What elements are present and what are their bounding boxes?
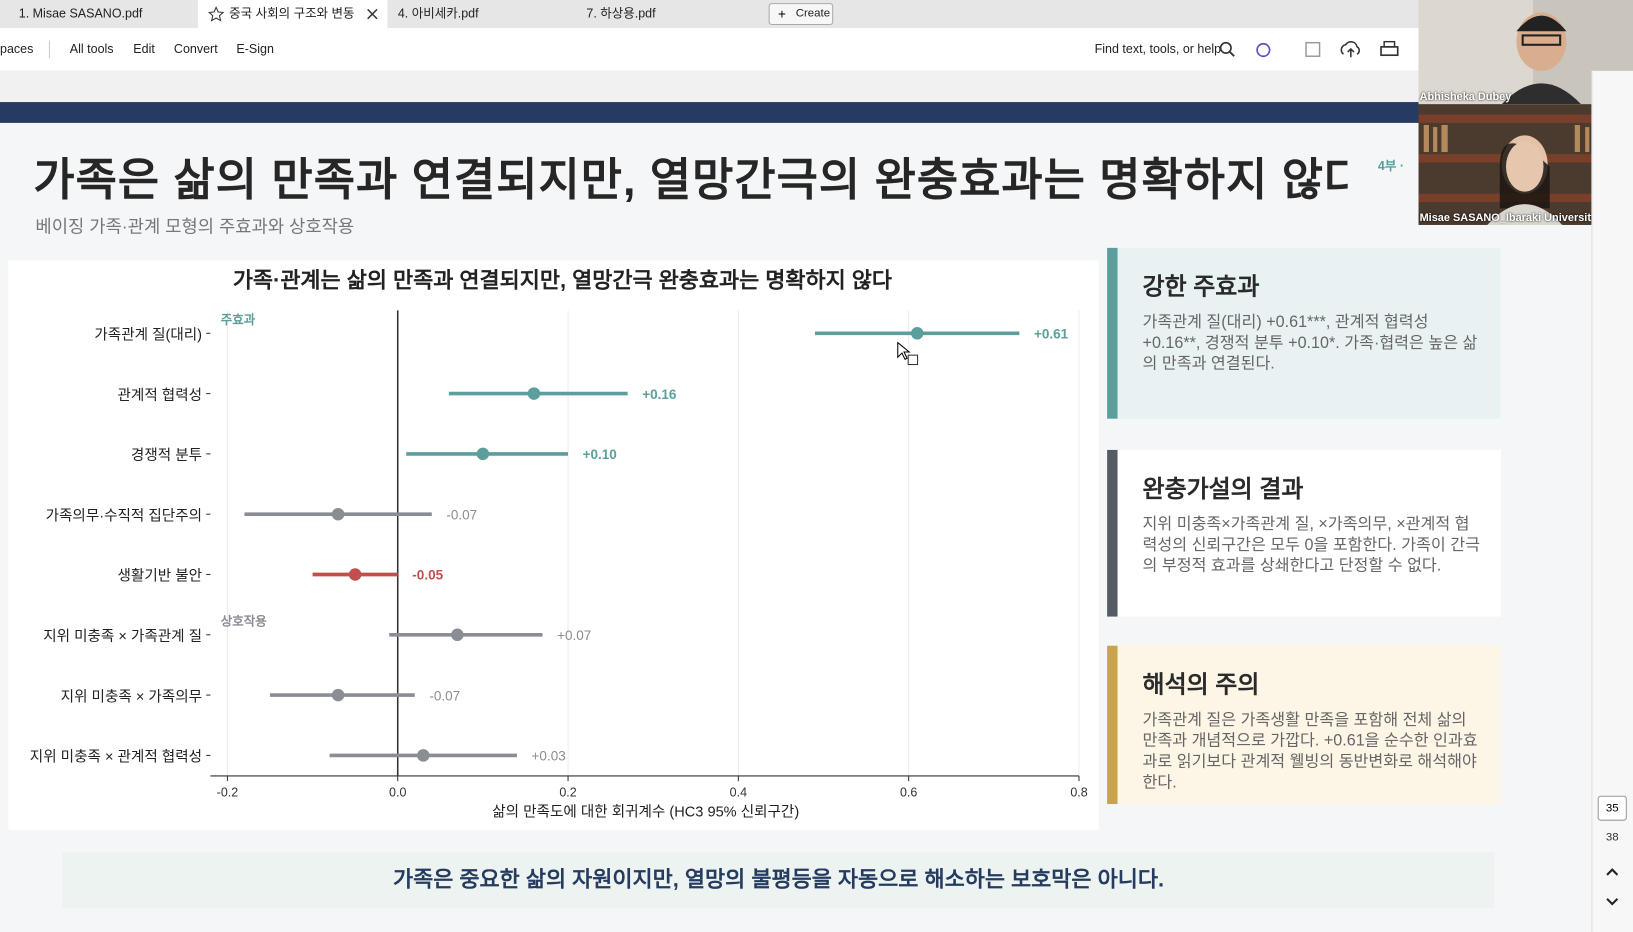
slide-title: 가족은 삶의 만족과 연결되지만, 열망간극의 완충효과는 명확하지 않다. (33, 155, 1348, 206)
toolbar-item[interactable]: Convert (173, 41, 218, 57)
card-body: 가족관계 질은 가족생활 만족을 포함해 전체 삶의 만족과 개념적으로 가깝다… (1142, 711, 1478, 792)
card-title: 해석의 주의 (1142, 670, 1260, 698)
x-tick-label: 0.6 (900, 786, 917, 800)
participant-name: Abhisheka Dubey (1419, 90, 1512, 104)
page-arrows[interactable] (1605, 864, 1620, 910)
card-body: 가족관계 질(대리) +0.61***, 관계적 협력성 +0.16**, 경쟁… (1142, 313, 1478, 373)
y-tick-label: 경쟁적 분투 (131, 447, 202, 464)
point (331, 688, 345, 702)
toolbar-item[interactable]: Edit (133, 41, 155, 57)
close-tab[interactable] (367, 8, 378, 20)
card-body: 지위 미충족×가족관계 질, ×가족의무, ×관계적 협력성의 신뢰구간은 모두… (1142, 515, 1480, 575)
value-label: +0.10 (583, 447, 617, 462)
value-label: +0.61 (1034, 326, 1069, 341)
value-label: +0.03 (532, 749, 566, 764)
page-total: 38 (1605, 831, 1619, 844)
card-title: 강한 주효과 (1142, 272, 1260, 300)
y-tick-label: 가족의무·수직적 집단주의 (46, 507, 202, 524)
tab[interactable]: 7. 하상용.pdf (586, 6, 656, 21)
x-tick-label: -0.2 (217, 786, 239, 800)
x-tick-label: 0.4 (730, 786, 747, 800)
group-label: 주효과 (221, 312, 256, 327)
point (476, 447, 490, 461)
toolbar-icons[interactable] (1219, 40, 1417, 60)
toolbar-item[interactable]: paces (0, 41, 34, 57)
tab[interactable]: 1. Misae SASANO.pdf (18, 6, 143, 21)
chart: 가족·관계는 삶의 만족과 연결되지만, 열망간극 완충효과는 명확하지 않다 -… (30, 267, 1088, 821)
tab[interactable]: 4. 아비세카.pdf (397, 6, 479, 21)
value-label: +0.16 (642, 387, 677, 402)
point (417, 749, 430, 762)
point (527, 387, 541, 400)
video-frame (1418, 114, 1633, 225)
create-label: Create (795, 7, 831, 20)
x-tick-label: 0.8 (1070, 786, 1087, 800)
slide-header-band (0, 102, 1419, 123)
page-input[interactable]: 35 (1597, 795, 1627, 821)
participant-name: Misae SASANO_Ibaraki University (1419, 211, 1598, 224)
chart-title: 가족·관계는 삶의 만족과 연결되지만, 열망간극 완충효과는 명확하지 않다 (233, 267, 892, 292)
tab-active[interactable]: 중국 사회의 구조와 변동 (197, 0, 388, 29)
plus-icon: + (778, 6, 786, 22)
value-label: -0.07 (429, 688, 460, 703)
value-label: +0.07 (557, 628, 591, 643)
y-tick-label: 관계적 협력성 (118, 387, 203, 404)
y-tick-label: 지위 미충족 × 관계적 협력성 (30, 749, 202, 766)
y-tick-label: 지위 미충족 × 가족의무 (61, 688, 202, 705)
viewer-gap (0, 70, 1419, 103)
value-label: -0.05 (412, 568, 443, 583)
create-button[interactable]: + Create (768, 3, 834, 25)
cursor (897, 341, 919, 366)
toolbar-item[interactable]: All tools (69, 41, 114, 57)
video-frame (1418, 0, 1581, 105)
slide-subtitle: 베이징 가족·관계 모형의 주효과와 상호작용 (35, 216, 355, 237)
y-tick-label: 생활기반 불안 (118, 568, 203, 585)
x-axis-label: 삶의 만족도에 대한 회귀계수 (HC3 95% 신뢰구간) (492, 804, 799, 821)
value-label: -0.07 (446, 507, 477, 522)
card: 강한 주효과 가족관계 질(대리) +0.61***, 관계적 협력성 +0.1… (1107, 247, 1501, 419)
toolbar-item[interactable]: E-Sign (236, 41, 274, 57)
right-sidebar (1591, 70, 1633, 932)
x-tick-label: 0.2 (559, 786, 576, 800)
group-label: 상호작용 (221, 613, 267, 628)
part-label: 4부 · (1377, 158, 1404, 173)
point (910, 327, 924, 340)
point (348, 568, 362, 581)
card-title: 완충가설의 결과 (1142, 474, 1304, 503)
takeaway-banner: 가족은 중요한 삶의 자원이지만, 열망의 불평등을 자동으로 해소하는 보호막… (62, 851, 1495, 909)
point (331, 507, 345, 521)
search-field[interactable]: Find text, tools, or help (1094, 41, 1222, 57)
star-icon[interactable] (208, 6, 224, 22)
point (451, 628, 464, 642)
card: 완충가설의 결과 지위 미충족×가족관계 질, ×가족의무, ×관계적 협력성의… (1107, 449, 1501, 617)
y-tick-label: 가족관계 질(대리) (94, 327, 202, 344)
card: 해석의 주의 가족관계 질은 가족생활 만족을 포함해 전체 삶의 만족과 개념… (1107, 645, 1501, 805)
divider (48, 40, 50, 59)
y-tick-label: 지위 미충족 × 가족관계 질 (43, 628, 202, 645)
x-tick-label: 0.0 (389, 786, 406, 800)
